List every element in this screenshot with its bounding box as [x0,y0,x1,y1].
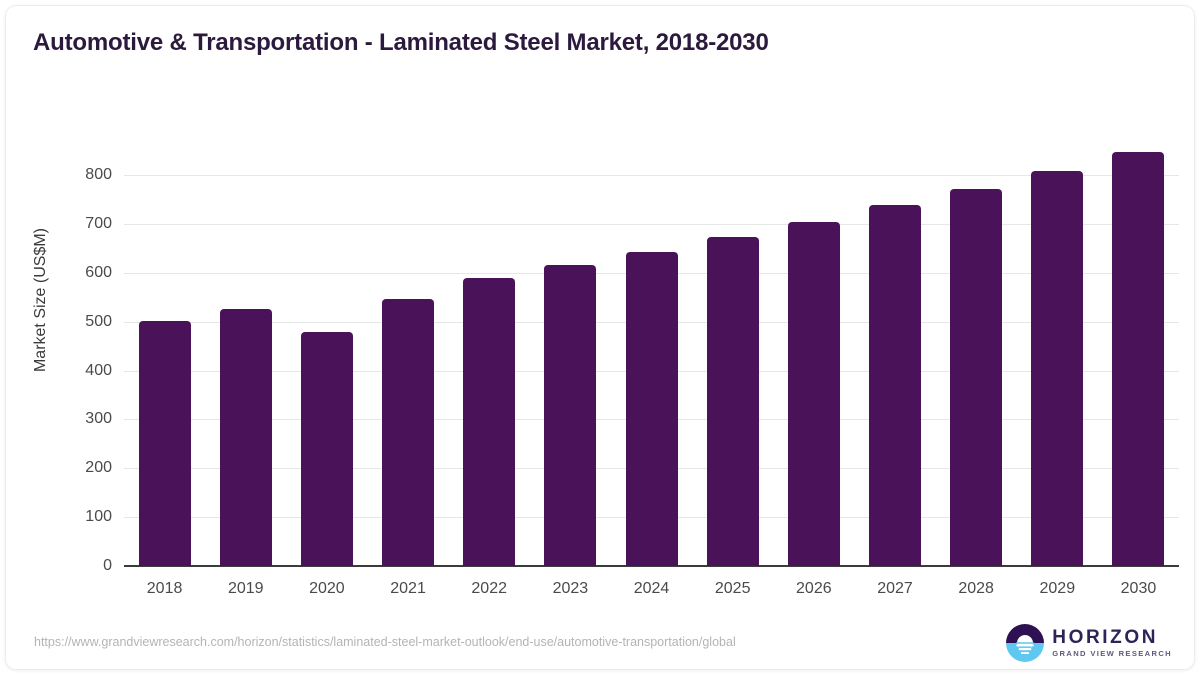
bar-slot: 2028 [936,136,1017,597]
x-axis-tick-label: 2029 [1039,580,1076,597]
bar-slot: 2020 [286,136,367,597]
bar-slot: 2025 [692,136,773,597]
bar-slot: 2023 [530,136,611,597]
x-axis-tick-label: 2020 [309,580,345,597]
gridline [124,223,1179,225]
chart-card: Automotive & Transportation - Laminated … [6,6,1194,669]
gridline [124,175,1179,177]
x-axis-tick-label: 2021 [390,580,426,597]
x-axis-tick-label: 2023 [552,580,589,597]
horizon-logo-icon [1006,624,1045,662]
chart-plot-wrapper: Market Size (US$M) 0 100 200 300 400 500 600 70… [6,6,1194,669]
bar-slot: 2019 [205,136,286,597]
y-axis-tick-label: 700 [85,214,112,232]
bar-2026[interactable] [787,222,840,566]
bar-slot: 2021 [367,136,448,597]
y-axis-tick-label: 800 [85,166,112,184]
bar-2028[interactable] [950,188,1003,566]
bar-2019[interactable] [219,308,272,566]
bar-2025[interactable] [706,237,759,566]
bars-group: 2018 2019 2020 2021 2022 2023 2024 2025 2026 2027… [124,136,1179,597]
x-axis-tick-label: 2022 [471,580,507,597]
x-axis-tick-label: 2018 [146,580,183,597]
horizon-logo: HORIZON GRAND VIEW RESEARCH [1006,624,1172,662]
y-axis-tick-label: 300 [85,410,112,428]
y-axis-title: Market Size (US$M) [32,227,49,373]
bar-2018[interactable] [138,321,191,566]
source-url[interactable]: https://www.grandviewresearch.com/horizo… [34,635,736,649]
x-axis-tick-label: 2024 [633,580,670,597]
bar-2021[interactable] [382,298,435,566]
x-axis-tick-label: 2028 [958,580,994,597]
y-axis-tick-label: 200 [85,459,112,477]
bar-slot: 2030 [1098,136,1179,597]
y-axis-tick-label: 100 [85,508,112,526]
plot-area: 0 100 200 300 400 500 600 700 800 2018 2019 2020 20… [85,136,1179,597]
bar-slot: 2029 [1017,136,1098,597]
bar-2029[interactable] [1031,170,1084,566]
logo-name: HORIZON [1052,627,1159,649]
logo-tagline: GRAND VIEW RESEARCH [1052,649,1172,659]
bar-2030[interactable] [1112,152,1165,566]
bar-slot: 2022 [449,136,530,597]
bar-2020[interactable] [300,331,353,566]
x-axis-tick-label: 2030 [1120,580,1157,597]
bar-2022[interactable] [463,277,516,566]
y-axis-tick-label: 0 [103,557,112,574]
x-axis-tick-label: 2027 [877,580,913,597]
x-axis-line [124,565,1179,567]
logo-text-block: HORIZON GRAND VIEW RESEARCH [1052,628,1172,658]
bar-2024[interactable] [625,251,678,566]
y-axis-tick-label: 500 [85,312,112,330]
x-axis-tick-label: 2019 [227,580,264,597]
x-axis-tick-label: 2025 [714,580,751,597]
x-axis-tick-label: 2026 [796,580,832,597]
bar-slot: 2026 [773,136,854,597]
y-axis-tick-label: 600 [85,263,112,281]
bar-2023[interactable] [544,265,597,566]
chart-title: Automotive & Transportation - Laminated … [33,29,769,56]
bar-slot: 2027 [854,136,935,597]
bar-slot: 2018 [124,136,205,597]
bar-slot: 2024 [611,136,692,597]
bar-2027[interactable] [868,204,921,566]
y-axis-tick-label: 400 [85,361,112,379]
